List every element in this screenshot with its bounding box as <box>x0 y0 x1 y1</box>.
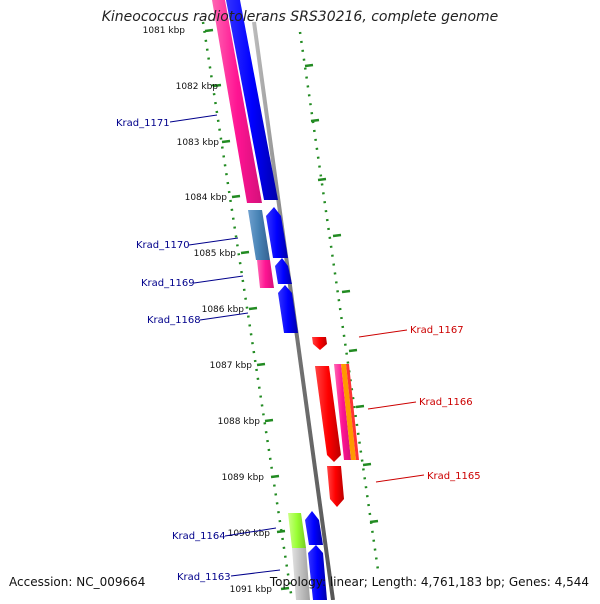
tick-mark <box>256 362 266 367</box>
gene-krad1165[interactable] <box>327 466 344 507</box>
leader-krad1165 <box>375 474 425 483</box>
leader-krad1164 <box>224 527 277 537</box>
tick-label: 1084 kbp <box>185 193 228 203</box>
tick-mark <box>212 83 222 88</box>
tick-mark <box>276 529 286 534</box>
tick-label: 1082 kbp <box>176 82 219 92</box>
label-krad1167[interactable]: Krad_1167 <box>410 325 464 336</box>
right-tick-marks <box>304 63 379 524</box>
tick-mark <box>221 139 231 144</box>
gene-krad1169[interactable] <box>257 258 292 288</box>
tick-mark <box>280 586 290 591</box>
gene-krad1163-silver <box>292 548 310 600</box>
tick-label: 1090 kbp <box>228 529 271 539</box>
gene-krad1169-pink <box>257 260 274 288</box>
leader-krad1163 <box>230 569 281 577</box>
label-krad1168[interactable]: Krad_1168 <box>147 315 201 326</box>
tick-label: 1081 kbp <box>143 26 186 36</box>
gene-krad1166-arrow <box>315 366 341 462</box>
gene-krad1166[interactable] <box>315 364 359 462</box>
gene-krad1166-red <box>346 364 359 460</box>
gene-krad1163-arrow <box>308 545 327 600</box>
label-krad1164[interactable]: Krad_1164 <box>172 531 226 542</box>
gene-krad1164[interactable] <box>288 511 323 548</box>
gene-krad1167-arrow <box>312 337 327 350</box>
accession-label: Accession: NC_009664 <box>9 575 146 589</box>
gene-krad1171[interactable] <box>212 0 278 203</box>
leader-krad1171 <box>169 114 218 123</box>
genome-stats: Topology: linear; Length: 4,761,183 bp; … <box>269 575 589 589</box>
label-krad1171[interactable]: Krad_1171 <box>116 118 170 129</box>
gene-krad1170-steel <box>248 210 270 260</box>
tick-label: 1086 kbp <box>202 305 245 315</box>
gene-krad1164-lime <box>288 513 306 548</box>
leader-krad1170 <box>188 237 239 246</box>
leader-krad1168 <box>199 312 249 321</box>
gene-krad1169-arrow <box>275 258 292 284</box>
label-krad1166[interactable]: Krad_1166 <box>419 397 473 408</box>
gene-krad1168-arrow <box>278 285 298 333</box>
gene-krad1164-arrow <box>305 511 323 545</box>
gene-krad1171-blue <box>226 0 278 200</box>
tick-label: 1083 kbp <box>177 138 220 148</box>
label-krad1169[interactable]: Krad_1169 <box>141 278 195 289</box>
kbp-ticks: 1081 kbp 1082 kbp 1083 kbp 1084 kbp 1085 kbp… <box>143 26 290 595</box>
tick-mark <box>264 418 274 423</box>
label-krad1170[interactable]: Krad_1170 <box>136 240 190 251</box>
gene-krad1163[interactable] <box>292 545 327 600</box>
tick-label: 1088 kbp <box>218 417 261 427</box>
label-krad1163[interactable]: Krad_1163 <box>177 572 231 583</box>
gene-krad1165-arrow <box>327 466 344 507</box>
gene-krad1166-orange <box>341 364 356 460</box>
tick-mark <box>270 474 280 479</box>
gene-krad1167[interactable] <box>312 337 327 350</box>
gene-krad1170[interactable] <box>248 207 288 260</box>
label-krad1165[interactable]: Krad_1165 <box>427 471 481 482</box>
tick-mark <box>204 28 214 33</box>
left-track-outer <box>201 21 294 601</box>
tick-label: 1085 kbp <box>194 249 237 259</box>
leader-krad1169 <box>193 275 244 284</box>
tick-label: 1087 kbp <box>210 361 253 371</box>
tick-label: 1091 kbp <box>230 585 273 595</box>
leader-krad1166 <box>367 401 417 410</box>
tick-mark <box>248 306 258 311</box>
leader-krad1167 <box>358 329 408 338</box>
tick-mark <box>231 194 241 199</box>
gene-krad1170-arrow <box>266 207 288 258</box>
tick-mark <box>240 250 250 255</box>
gene-krad1166-pink <box>334 364 351 460</box>
genome-title: Kineococcus radiotolerans SRS30216, comp… <box>101 9 499 25</box>
gene-krad1168[interactable] <box>278 285 298 333</box>
tick-label: 1089 kbp <box>222 473 265 483</box>
gene-krad1171-pink <box>212 0 262 203</box>
